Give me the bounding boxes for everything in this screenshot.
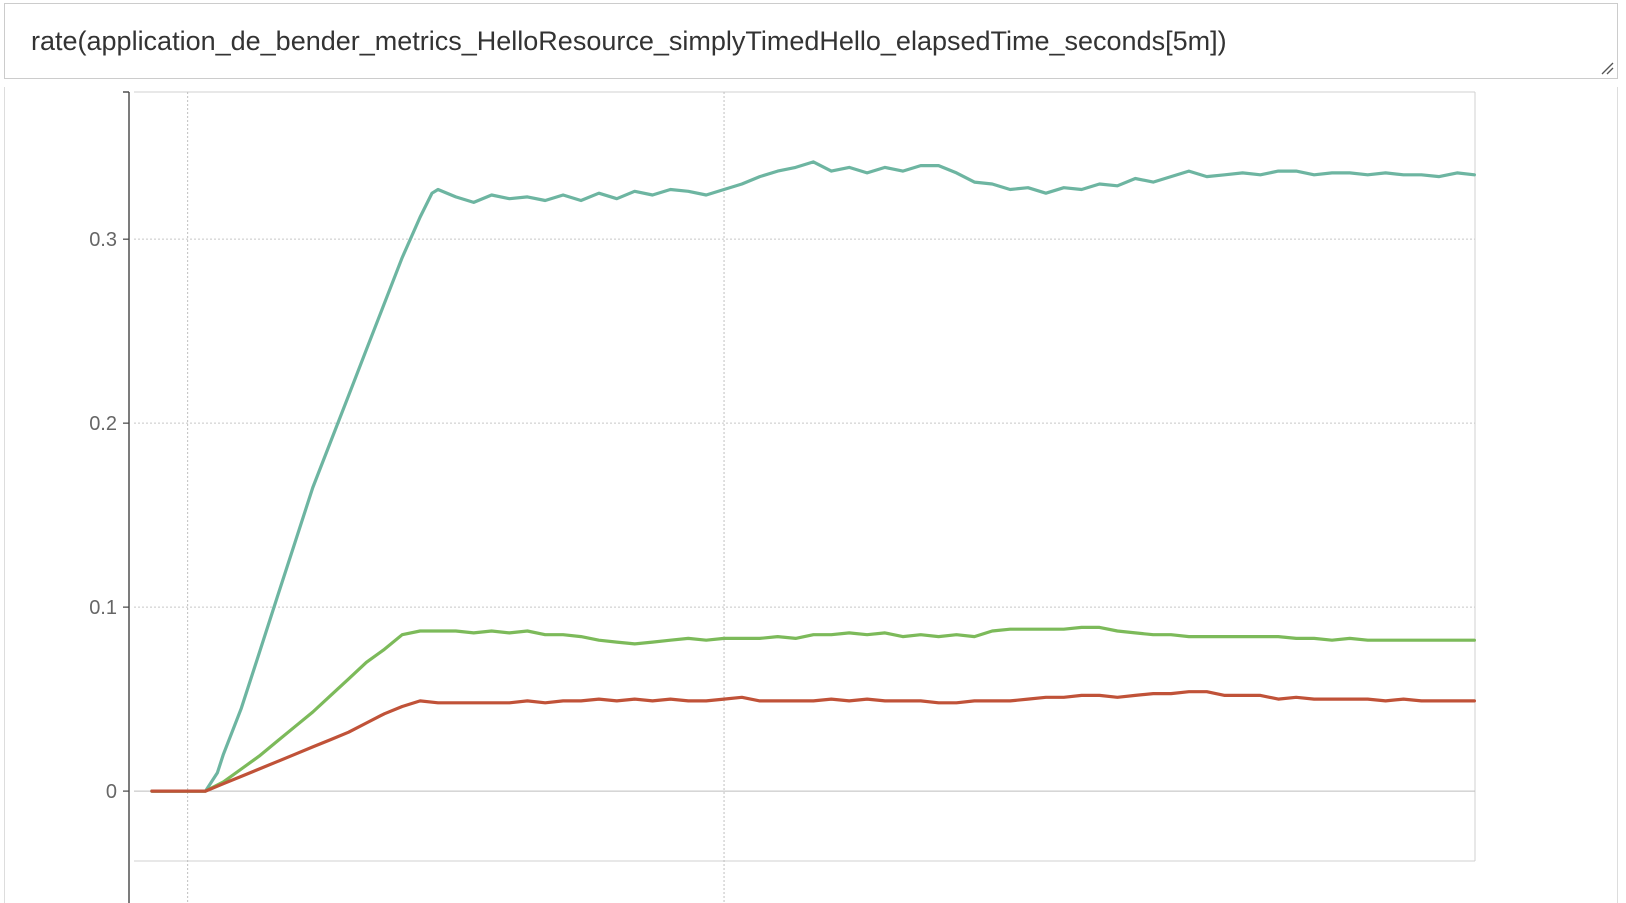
chart-grid <box>134 91 1476 903</box>
series-line-1 <box>150 160 1476 793</box>
y-tick-label: 0.3 <box>89 229 117 251</box>
chart-series <box>150 160 1476 793</box>
line-chart: 0 0.1 0.2 0.3 12:45 13:00 <box>89 91 1476 903</box>
series-line-2 <box>150 625 1476 793</box>
query-expression-text: rate(application_de_bender_metrics_Hello… <box>31 26 1227 56</box>
graph-panel: 0 0.1 0.2 0.3 12:45 13:00 <box>4 87 1618 903</box>
x-tick-label: 12:45 <box>194 901 244 903</box>
query-expression-input[interactable]: rate(application_de_bender_metrics_Hello… <box>4 3 1618 79</box>
series-line-3 <box>150 690 1476 793</box>
chart-axes <box>123 91 130 903</box>
y-tick-label: 0.1 <box>89 597 117 619</box>
chart-tick-labels: 0 0.1 0.2 0.3 12:45 13:00 <box>89 229 780 903</box>
y-tick-label: 0.2 <box>89 413 117 435</box>
y-tick-label: 0 <box>106 781 117 803</box>
x-tick-label: 13:00 <box>730 901 780 903</box>
resize-handle-icon[interactable] <box>1600 61 1614 75</box>
